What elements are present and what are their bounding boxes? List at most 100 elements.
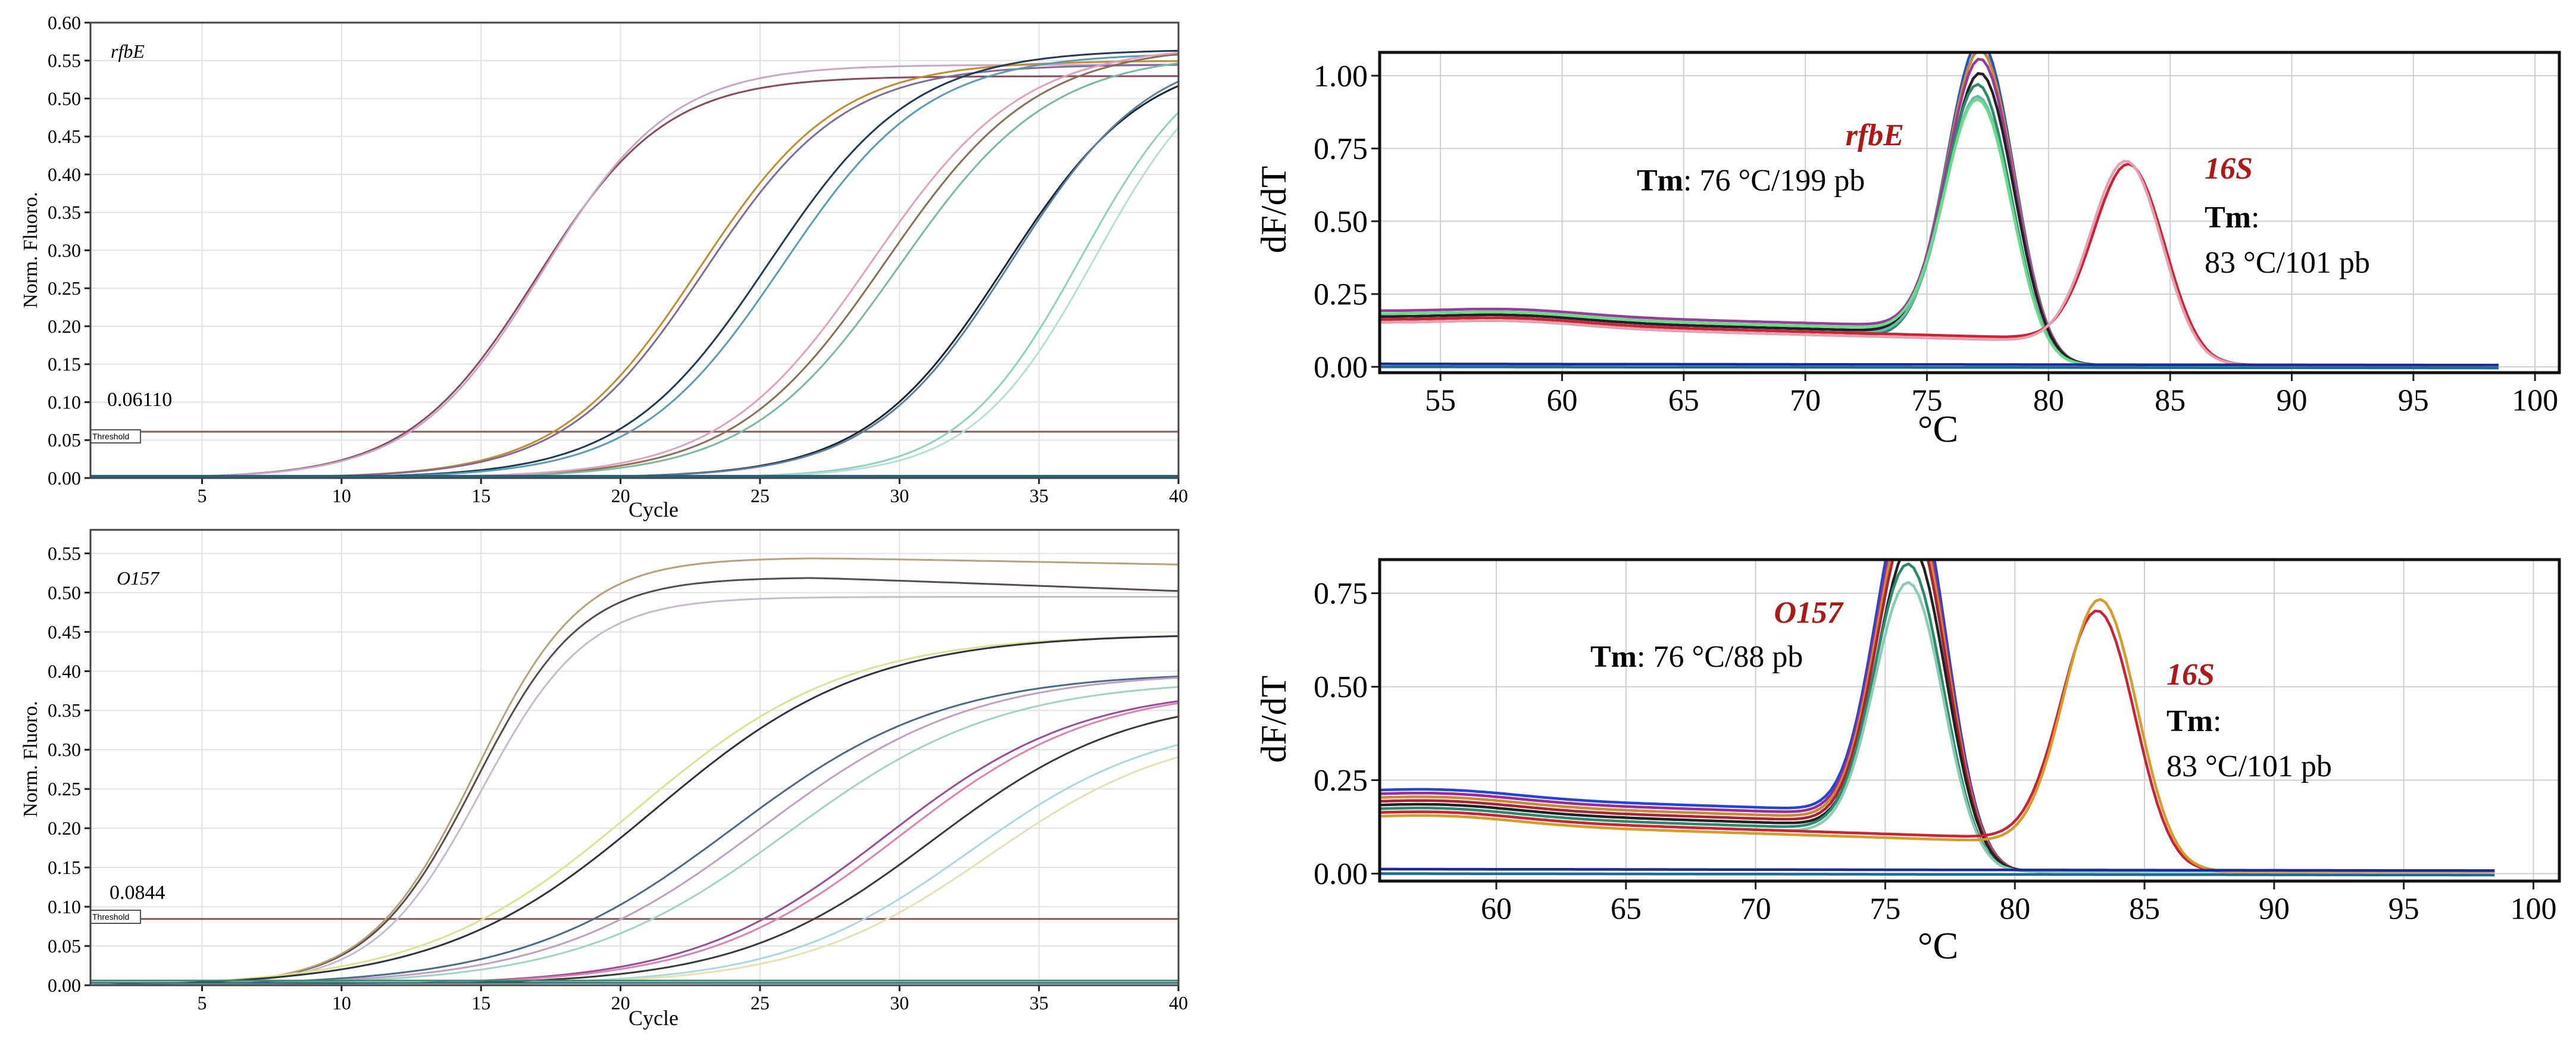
y-tick-label: 0.30 <box>48 739 81 760</box>
plot-border <box>1378 558 2561 883</box>
y-tick-label: 0.50 <box>1314 205 1368 239</box>
reference-tm-value: 83 °C/101 pb <box>2167 750 2332 783</box>
y-tick-label: 0.75 <box>1314 577 1368 611</box>
y-tick-label: 0.15 <box>48 857 81 878</box>
x-tick-label: 35 <box>1030 485 1049 506</box>
x-tick-label: 85 <box>2155 383 2186 417</box>
target-tm-annotation: Tm: 76 °C/199 pb <box>1637 164 1865 198</box>
reference-tm-label: Tm: <box>2167 704 2221 738</box>
series-line-n1 <box>1380 363 2499 367</box>
plot-border <box>89 21 1180 479</box>
x-tick-label: 35 <box>1030 992 1049 1013</box>
y-tick-label: 0.10 <box>48 391 81 413</box>
plot-border <box>1378 51 2561 374</box>
x-tick-label: 40 <box>1169 992 1188 1013</box>
y-tick-label: 0.20 <box>48 817 81 839</box>
amplification-plot-o157: 5 10 15 20 25 30 35 40 0.00 0.05 0.10 0.15 0.20 0.25 0… <box>20 529 1188 1030</box>
x-tick-label: 70 <box>1740 892 1771 926</box>
x-tick-label: 100 <box>2510 892 2556 926</box>
x-tick-label: 10 <box>332 992 351 1013</box>
threshold-tag: Threshold <box>92 432 129 441</box>
y-tick-label: 0.55 <box>48 50 81 71</box>
y-tick-label: 0.05 <box>48 935 81 957</box>
x-tick-label: 60 <box>1546 383 1577 417</box>
y-tick-label: 0.50 <box>48 88 81 109</box>
panel-target-label: rfbE <box>111 40 145 62</box>
melt-curve-plot-o157: 60 65 70 75 80 85 90 95 100 0.00 0.25 0.50 0.75 °C d… <box>1254 558 2561 967</box>
y-tick-label: 0.50 <box>48 582 81 603</box>
target-tm-annotation: Tm: 76 °C/88 pb <box>1590 640 1803 674</box>
y-tick-label: 0.40 <box>48 164 81 185</box>
x-tick-label: 80 <box>1999 892 2030 926</box>
x-tick-label: 60 <box>1481 892 1512 926</box>
melt-curve-plot-rfbe: 55 60 65 70 75 80 85 90 95 100 0.00 0.25 0.50 0.75 1.0… <box>1254 51 2561 450</box>
y-tick-label: 0.00 <box>1314 857 1368 891</box>
x-tick-label: 5 <box>197 485 207 506</box>
y-tick-label: 0.20 <box>48 316 81 337</box>
series-line-n2 <box>1380 365 2499 370</box>
x-tick-label: 40 <box>1169 485 1188 506</box>
reference-tm-label: Tm: <box>2205 201 2259 235</box>
y-tick-label: 0.25 <box>1314 764 1368 798</box>
y-tick-label: 0.35 <box>48 700 81 721</box>
x-tick-label: 95 <box>2389 892 2419 926</box>
x-axis-title: °C <box>1918 925 1958 967</box>
x-tick-label: 75 <box>1911 383 1942 417</box>
tm-colon: : <box>2251 201 2259 235</box>
series-line-s5 <box>90 635 1178 985</box>
x-tick-label: 25 <box>751 485 770 506</box>
x-axis-title: Cycle <box>629 1006 679 1030</box>
y-tick-label: 0.45 <box>48 621 81 642</box>
y-axis-title: Norm. Fluoro. <box>20 701 42 817</box>
y-tick-label: 0.00 <box>48 975 81 996</box>
tick-layer: 5 10 15 20 25 30 35 40 0.00 0.05 0.10 0.15 0.20 0.25 0… <box>48 12 1188 507</box>
y-tick-label: 0.25 <box>48 277 81 299</box>
curve-layer <box>1380 52 2499 370</box>
tm-value: : 76 °C/88 pb <box>1637 640 1803 674</box>
x-axis-title: °C <box>1918 408 1958 450</box>
x-tick-label: 95 <box>2398 383 2429 417</box>
x-axis-title: Cycle <box>629 498 679 522</box>
y-tick-label: 0.35 <box>48 202 81 223</box>
series-line-n2 <box>1380 872 2495 877</box>
target-gene-label: rfbE <box>1846 118 1904 152</box>
y-tick-label: 0.45 <box>48 126 81 147</box>
reference-tm-value: 83 °C/101 pb <box>2205 246 2370 280</box>
x-tick-label: 15 <box>471 992 490 1013</box>
y-tick-label: 0.55 <box>48 542 81 564</box>
tm-bold: Tm <box>2205 201 2251 235</box>
y-tick-label: 0.40 <box>48 660 81 682</box>
x-tick-label: 25 <box>751 992 770 1013</box>
plot-frame <box>89 529 1180 986</box>
y-tick-label: 1.00 <box>1314 60 1368 93</box>
x-tick-label: 15 <box>471 485 490 506</box>
x-tick-label: 5 <box>197 992 207 1013</box>
y-tick-label: 0.50 <box>1314 670 1368 704</box>
tm-bold: Tm <box>1590 640 1637 674</box>
y-tick-label: 0.25 <box>48 778 81 800</box>
tick-layer: 55 60 65 70 75 80 85 90 95 100 0.00 0.25 0.50 0.75 1.0… <box>1314 60 2558 418</box>
x-tick-label: 100 <box>2512 383 2558 417</box>
y-tick-label: 0.75 <box>1314 132 1368 166</box>
x-tick-label: 80 <box>2033 383 2064 417</box>
series-line-n1 <box>1380 867 2495 872</box>
tick-layer: 60 65 70 75 80 85 90 95 100 0.00 0.25 0.50 0.75 <box>1314 577 2556 926</box>
plot-border <box>89 529 1180 986</box>
tm-bold: Tm <box>1637 164 1683 198</box>
y-tick-label: 0.10 <box>48 896 81 917</box>
target-gene-label: O157 <box>1774 596 1844 630</box>
x-tick-label: 30 <box>890 485 909 506</box>
threshold-value: 0.0844 <box>110 882 165 904</box>
series-line-s4 <box>90 635 1178 985</box>
x-tick-label: 65 <box>1611 892 1642 926</box>
x-tick-label: 75 <box>1870 892 1900 926</box>
panel-target-label: O157 <box>117 567 160 589</box>
y-tick-label: 0.05 <box>48 429 81 451</box>
y-tick-label: 0.25 <box>1314 278 1368 312</box>
x-tick-label: 30 <box>890 992 909 1013</box>
x-tick-label: 20 <box>611 485 630 506</box>
amplification-plot-rfbe: 5 10 15 20 25 30 35 40 0.00 0.05 0.10 0.15 0.20 0.25 0… <box>20 12 1188 522</box>
reference-gene-label: 16S <box>2205 152 2253 186</box>
series-line-r2 <box>1380 598 2495 873</box>
